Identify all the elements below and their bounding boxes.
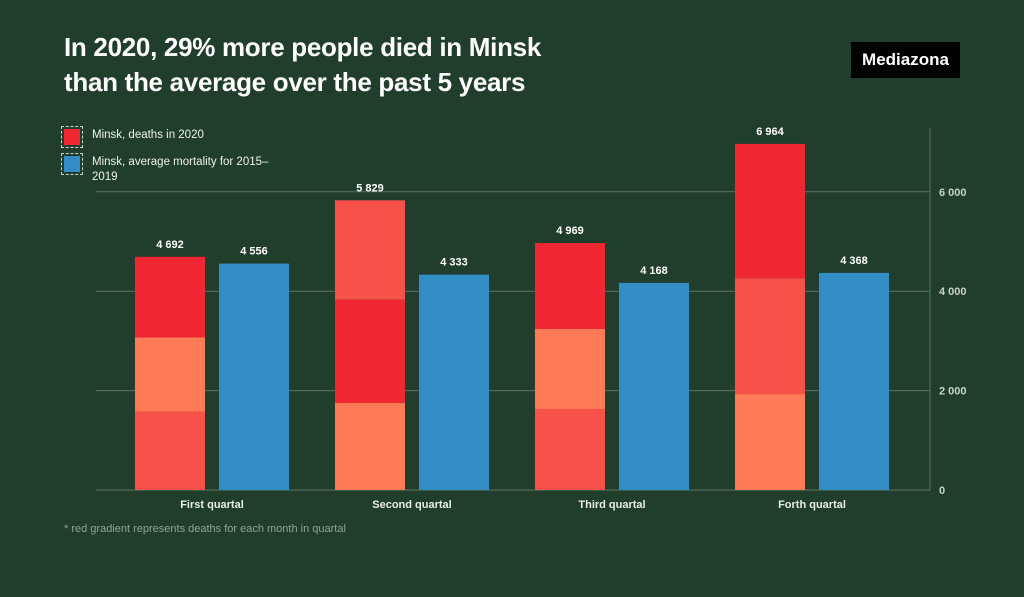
title-line-1: In 2020, 29% more people died in Minsk bbox=[64, 32, 541, 62]
legend-item-average: Minsk, average mortality for 2015–2019 bbox=[61, 153, 272, 185]
y-tick-label: 6 000 bbox=[939, 187, 967, 199]
y-tick-label: 0 bbox=[939, 485, 945, 497]
bar-2020-month-segment bbox=[735, 143, 805, 279]
brand-logo: Mediazona bbox=[851, 42, 960, 78]
value-label-2020: 6 964 bbox=[756, 126, 784, 138]
footnote: * red gradient represents deaths for eac… bbox=[64, 523, 346, 535]
bar-average bbox=[819, 272, 889, 490]
value-label-average: 4 333 bbox=[440, 257, 468, 269]
bar-average bbox=[419, 274, 489, 490]
x-category-label: Third quartal bbox=[578, 499, 645, 511]
y-axis: 0 2 000 4 000 6 000 bbox=[929, 128, 967, 497]
bar-2020-month-segment bbox=[335, 299, 405, 404]
value-label-2020: 5 829 bbox=[356, 182, 384, 194]
bar-2020-month-segment bbox=[135, 411, 205, 490]
chart-title: In 2020, 29% more people died in Minsk t… bbox=[64, 30, 624, 100]
bar-2020-month-segment bbox=[335, 403, 405, 490]
bar-2020-month-segment bbox=[335, 200, 405, 300]
y-tick-label: 4 000 bbox=[939, 286, 967, 298]
bars bbox=[135, 143, 889, 490]
x-category-label: Second quartal bbox=[372, 499, 451, 511]
bar-2020-month-segment bbox=[535, 408, 605, 490]
labels: 4 692 4 556 First quartal 5 829 4 333 Second … bbox=[156, 126, 868, 511]
legend: Minsk, deaths in 2020 Minsk, average mor… bbox=[61, 126, 272, 195]
value-label-2020: 4 969 bbox=[556, 225, 584, 237]
bar-average bbox=[219, 263, 289, 490]
legend-label-2020: Minsk, deaths in 2020 bbox=[92, 129, 204, 141]
value-label-average: 4 168 bbox=[640, 265, 668, 277]
x-category-label: Forth quartal bbox=[778, 499, 846, 511]
value-label-average: 4 556 bbox=[240, 246, 268, 258]
bar-average bbox=[619, 282, 689, 490]
legend-item-2020: Minsk, deaths in 2020 bbox=[61, 126, 272, 148]
bar-2020-month-segment bbox=[735, 394, 805, 490]
legend-label-average: Minsk, average mortality for 2015–2019 bbox=[92, 156, 269, 183]
bar-2020-month-segment bbox=[535, 243, 605, 329]
legend-swatch-average bbox=[61, 153, 83, 175]
title-line-2: than the average over the past 5 years bbox=[64, 67, 526, 97]
y-tick-label: 2 000 bbox=[939, 386, 967, 398]
value-label-average: 4 368 bbox=[840, 255, 868, 267]
bar-2020-month-segment bbox=[735, 278, 805, 395]
bar-2020-month-segment bbox=[135, 256, 205, 338]
x-category-label: First quartal bbox=[180, 499, 244, 511]
bar-2020-month-segment bbox=[535, 328, 605, 409]
value-label-2020: 4 692 bbox=[156, 239, 184, 251]
legend-swatch-2020 bbox=[61, 126, 83, 148]
bar-2020-month-segment bbox=[135, 337, 205, 412]
